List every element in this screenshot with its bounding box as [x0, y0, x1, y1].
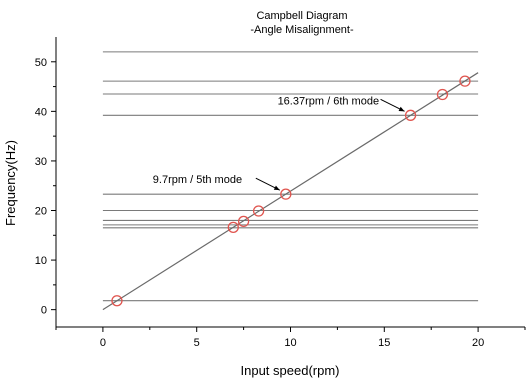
intersection-marker-1 [111, 295, 123, 307]
x-tick-label: 5 [194, 337, 200, 349]
intersection-marker-6 [404, 109, 417, 121]
y-tick-label: 50 [35, 57, 47, 69]
intersection-marker-7 [436, 88, 449, 101]
x-axis-title: Input speed(rpm) [241, 363, 340, 378]
x-tick-label: 10 [284, 337, 296, 349]
chart-subtitle: -Angle Misalignment- [250, 24, 354, 36]
annotation-label-1: 9.7rpm / 5th mode [153, 174, 242, 186]
intersection-markers [111, 75, 471, 307]
y-tick-label: 10 [35, 255, 47, 267]
chart-title: Campbell Diagram [256, 10, 347, 22]
intersection-marker-8 [459, 75, 471, 87]
y-axis-title: Frequency(Hz) [3, 140, 18, 226]
x-tick-label: 0 [100, 337, 106, 349]
annotation-arrowhead-1 [273, 185, 280, 191]
x-ticks: 0 5 10 15 20 [55, 327, 526, 349]
intersection-marker-5 [280, 188, 292, 200]
annotation-arrowhead-2 [398, 106, 405, 112]
y-tick-label: 40 [35, 106, 47, 118]
intersection-marker-2 [227, 221, 239, 234]
y-tick-label: 30 [35, 156, 47, 168]
intersection-marker-4 [252, 205, 265, 217]
annotations: 9.7rpm / 5th mode 16.37rpm / 6th mode [153, 95, 405, 191]
y-tick-label: 20 [35, 206, 47, 218]
y-ticks: 0 10 20 30 40 50 [35, 57, 56, 317]
y-tick-label: 0 [41, 305, 47, 317]
annotation-label-2: 16.37rpm / 6th mode [278, 95, 380, 107]
intersection-marker-3 [237, 215, 250, 228]
x-tick-label: 20 [472, 337, 484, 349]
x-tick-label: 15 [378, 337, 390, 349]
